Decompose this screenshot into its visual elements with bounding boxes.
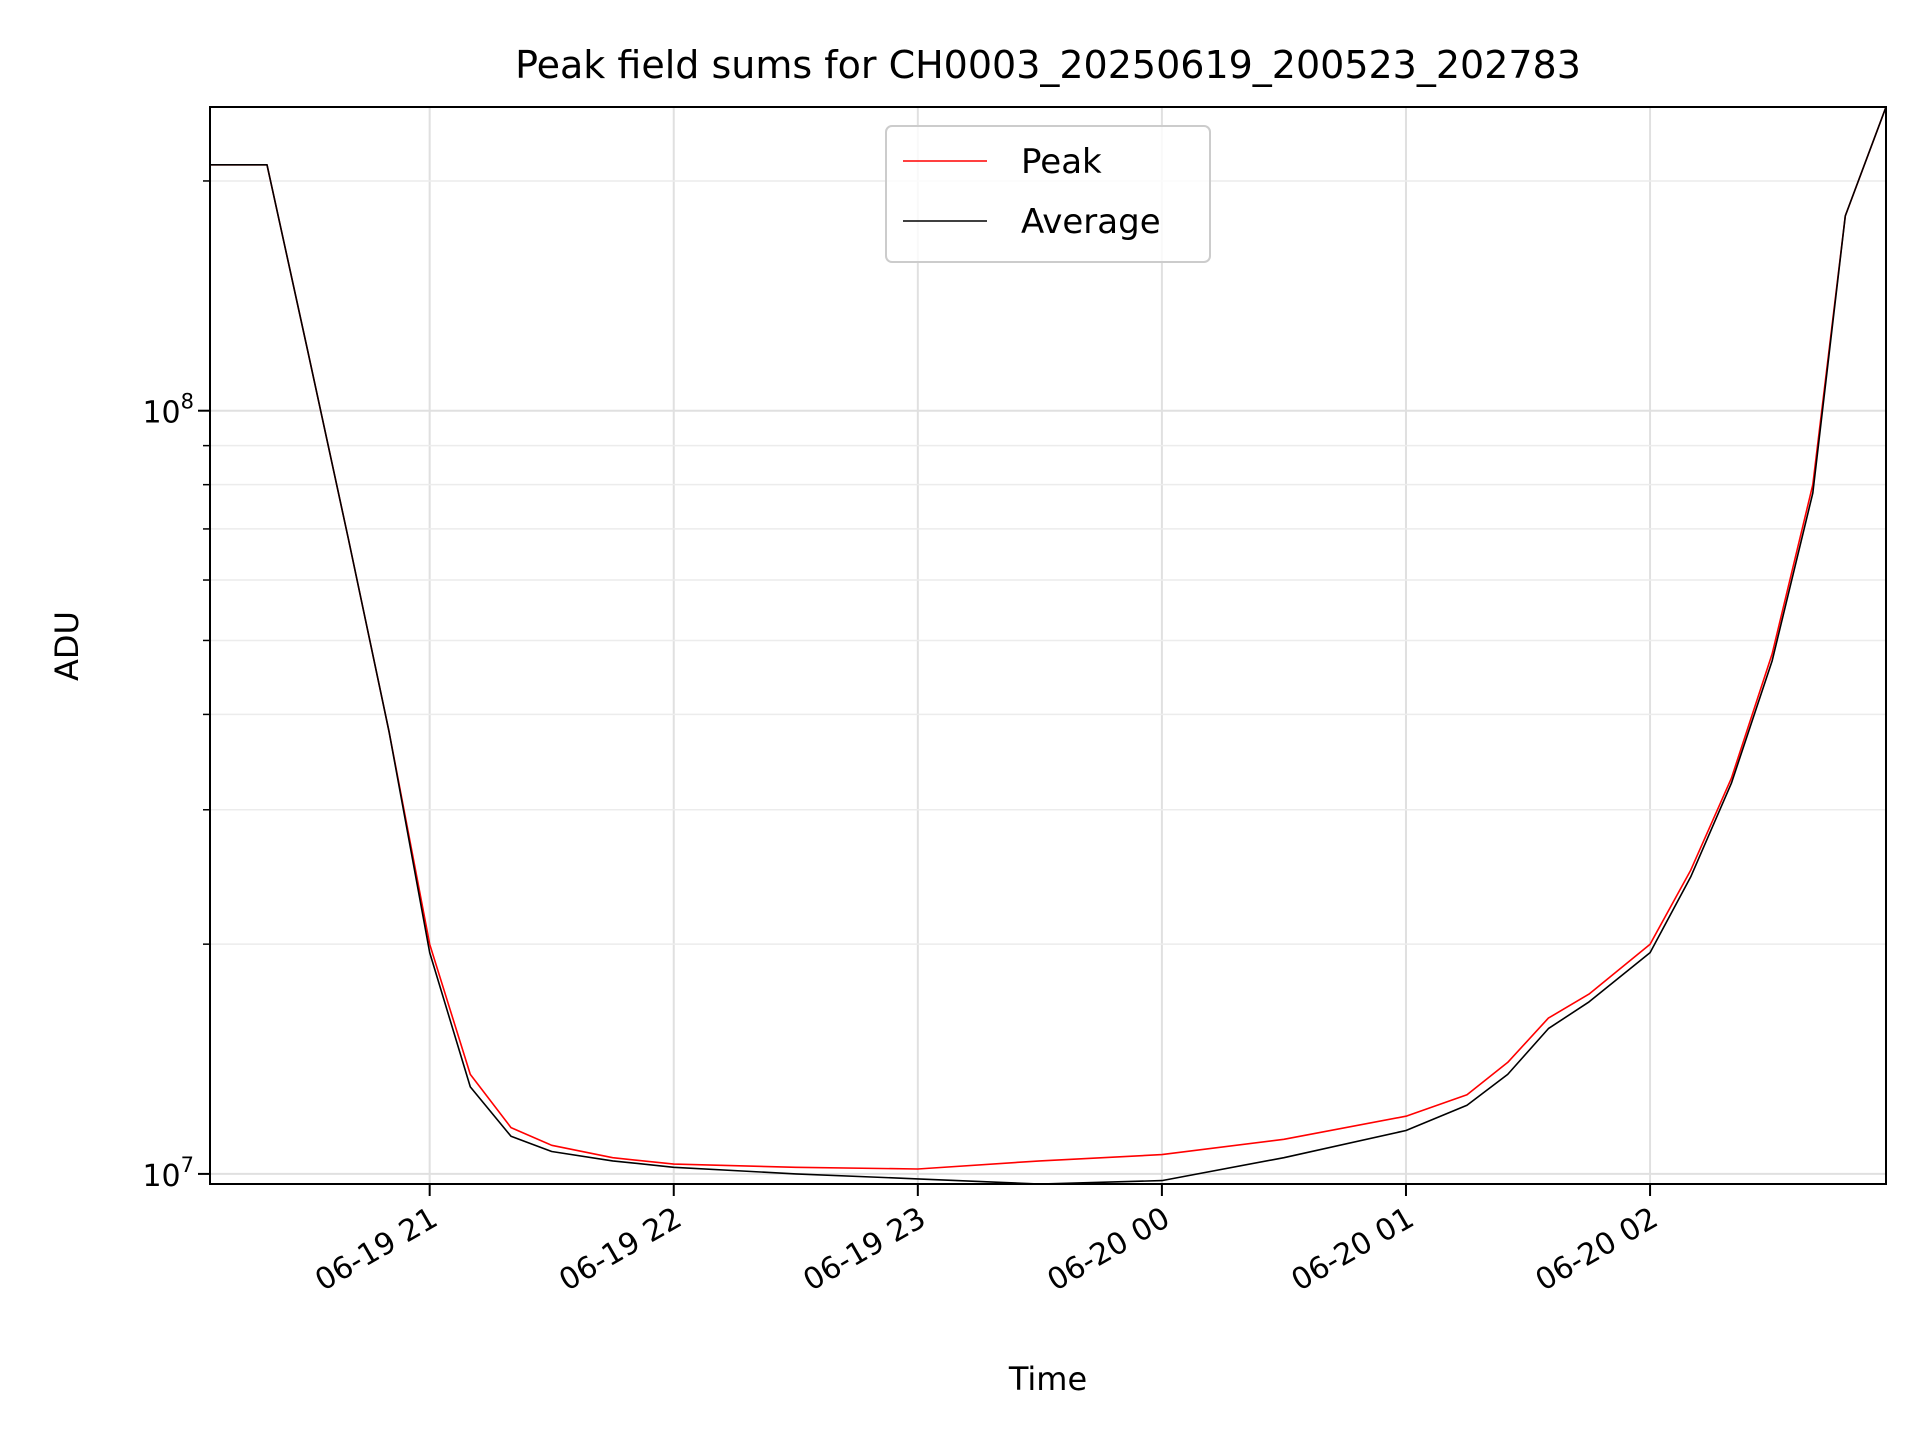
chart-title: Peak field sums for CH0003_20250619_2005… [515,43,1581,87]
y-tick-label: 107 [142,1153,194,1194]
plot-frame [209,106,1887,1185]
legend-label-peak: Peak [1021,142,1102,182]
series-line-average [210,107,1886,1184]
y-axis-label: ADU [48,611,86,681]
y-axis-ticks: 107 108 [142,180,210,1194]
grid [210,107,1886,1184]
series-group [210,107,1886,1184]
plot-area [210,107,1886,1184]
x-axis-label: Time [1008,1360,1087,1398]
legend: Peak Average [885,125,1211,263]
legend-box [885,125,1211,263]
legend-label-average: Average [1021,202,1161,242]
y-tick-label: 108 [142,390,194,431]
